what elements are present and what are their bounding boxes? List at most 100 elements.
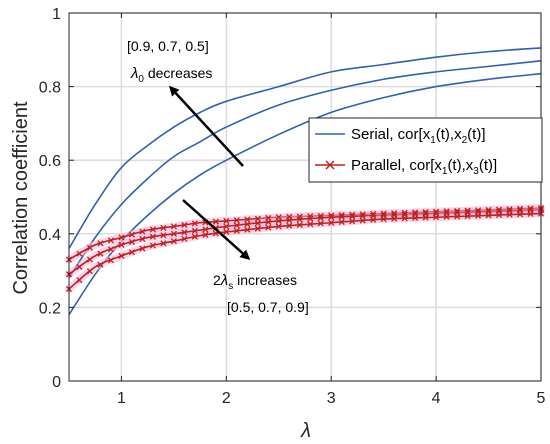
- serial-annotation: [0.9, 0.7, 0.5] λ0 decreases: [127, 38, 244, 167]
- y-tick-label: 0.8: [39, 80, 61, 97]
- parallel-point: [128, 249, 135, 256]
- parallel-point: [443, 213, 450, 220]
- parallel-point: [149, 233, 156, 240]
- parallel-point: [149, 226, 156, 233]
- parallel-point: [391, 210, 398, 217]
- parallel-point: [76, 250, 83, 257]
- parallel-point: [139, 228, 146, 235]
- parallel-point: [349, 213, 356, 220]
- parallel-point: [359, 213, 366, 220]
- parallel-point: [412, 214, 419, 222]
- parallel-point: [422, 209, 429, 216]
- parallel-point: [359, 211, 366, 218]
- parallel-point: [86, 268, 94, 275]
- parallel-point: [349, 211, 356, 218]
- parallel-point: [223, 223, 230, 230]
- parallel-point: [107, 257, 115, 264]
- parallel-point: [254, 220, 261, 227]
- plot-frame: [68, 12, 542, 382]
- parallel-point: [128, 231, 135, 238]
- parallel-point: [433, 214, 440, 221]
- parallel-point: [485, 212, 492, 219]
- parallel-point: [149, 242, 156, 249]
- parallel-point: [338, 213, 345, 220]
- x-tick-label: 1: [117, 390, 126, 407]
- parallel-point: [128, 238, 135, 245]
- parallel-point: [160, 240, 167, 247]
- parallel-point: [233, 217, 240, 224]
- serial-values-label: [0.9, 0.7, 0.5]: [127, 38, 209, 54]
- parallel-point: [244, 216, 251, 223]
- y-tick-label: 0: [52, 374, 61, 391]
- parallel-point: [516, 211, 524, 218]
- parallel-point: [349, 218, 356, 225]
- parallel-point: [401, 209, 408, 216]
- parallel-point: [233, 227, 240, 234]
- parallel-point: [139, 245, 146, 252]
- parallel-point: [170, 223, 177, 230]
- y-tick-label: 0.2: [39, 300, 61, 317]
- parallel-point: [495, 206, 503, 213]
- parallel-point: [191, 220, 198, 227]
- parallel-point: [338, 218, 345, 226]
- parallel-point: [170, 238, 177, 245]
- parallel-point: [485, 206, 492, 213]
- parallel-point: [76, 277, 83, 284]
- parallel-point: [328, 214, 335, 221]
- parallel-point: [296, 221, 303, 229]
- parallel-point: [328, 219, 335, 226]
- parallel-point: [317, 212, 324, 219]
- y-axis-label: Correlation coefficient: [10, 101, 32, 295]
- x-tick-label: 4: [432, 390, 441, 407]
- legend-box: [308, 117, 543, 183]
- parallel-point: [265, 218, 272, 226]
- parallel-point: [118, 252, 125, 259]
- serial-series-line: [68, 47, 542, 249]
- parallel-point: [401, 215, 408, 222]
- parallel-point: [338, 211, 345, 219]
- x-tick-label: 5: [537, 390, 546, 407]
- legend: Serial, cor[x1(t),x2(t)] Parallel, cor[x…: [308, 117, 543, 183]
- parallel-point: [233, 222, 240, 229]
- parallel-point: [181, 221, 188, 229]
- serial-series-line: [68, 72, 542, 316]
- parallel-point: [181, 235, 188, 243]
- parallel-point: [317, 214, 324, 222]
- parallel-point: [286, 217, 293, 224]
- parallel-point: [223, 217, 230, 224]
- parallel-point: [464, 207, 471, 214]
- parallel-point: [254, 225, 261, 232]
- parallel-point: [107, 246, 115, 253]
- parallel-point: [181, 229, 188, 236]
- parallel-point: [97, 250, 104, 257]
- parallel-point: [370, 216, 377, 223]
- parallel-point: [97, 240, 104, 247]
- tick-layer: 1 2 3 4 5 0 0.2 0.4 0.6 0.8 1: [39, 6, 546, 407]
- parallel-point: [307, 221, 314, 228]
- parallel-point: [86, 244, 94, 251]
- serial-arrow: [168, 85, 244, 167]
- parallel-arrow: [182, 199, 251, 260]
- parallel-point: [506, 211, 513, 218]
- parallel-point: [380, 210, 387, 217]
- y-tick-label: 0.6: [39, 153, 61, 170]
- parallel-point: [527, 210, 534, 217]
- parallel-point: [454, 213, 461, 220]
- parallel-point: [370, 210, 377, 217]
- parallel-point: [86, 256, 94, 263]
- parallel-point: [433, 208, 440, 215]
- parallel-point: [307, 215, 314, 222]
- parallel-point: [454, 207, 461, 215]
- parallel-point: [191, 233, 198, 240]
- legend-serial-label: Serial, cor[x1(t),x2(t)]: [351, 126, 485, 146]
- parallel-point: [275, 223, 282, 230]
- parallel-point: [475, 212, 482, 219]
- parallel-series-markers: [65, 210, 545, 293]
- x-tick-label: 2: [222, 390, 231, 407]
- parallel-point: [191, 227, 198, 234]
- serial-lambda-label: λ0 decreases: [130, 65, 212, 85]
- serial-series-line: [68, 60, 542, 279]
- parallel-point: [527, 205, 534, 212]
- parallel-point: [97, 261, 104, 268]
